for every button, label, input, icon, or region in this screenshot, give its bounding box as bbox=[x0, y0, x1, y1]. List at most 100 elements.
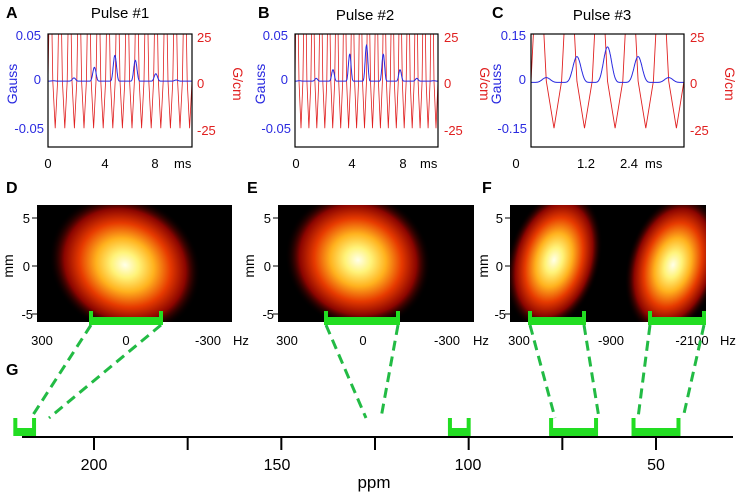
profile-d-heatmap bbox=[49, 205, 201, 322]
panel-c-x-tick-2-4: 2.4 bbox=[620, 156, 638, 171]
profile-e-band-right-cap bbox=[396, 311, 400, 325]
panel-letter-d: D bbox=[6, 180, 18, 197]
panel-c-title: Pulse #3 bbox=[573, 7, 631, 24]
profile-f-band-1-left-cap bbox=[528, 311, 532, 325]
panel-c-gradient-line bbox=[531, 34, 684, 129]
profile-f-band-2-right-cap bbox=[702, 311, 706, 325]
connector-f2-left bbox=[636, 324, 652, 419]
panel-b-left-tick-zero: 0 bbox=[281, 72, 288, 87]
panel-a-x-tick-8: 8 bbox=[151, 156, 158, 171]
profile-f-xtick-300: 300 bbox=[508, 333, 530, 348]
ppm-tick-label-200: 200 bbox=[81, 457, 108, 474]
profile-e-band-left-cap bbox=[324, 311, 328, 325]
ppm-band-2-left-cap bbox=[447, 418, 452, 436]
profile-f-ylabel-m5: -5 bbox=[494, 307, 506, 322]
ppm-tick-label-100: 100 bbox=[455, 457, 482, 474]
profile-d-xtick-300: 300 bbox=[31, 333, 53, 348]
profile-f-ylabel-5: 5 bbox=[496, 211, 503, 226]
profile-f-band-bar-1 bbox=[530, 317, 584, 325]
profile-d-band-left-cap bbox=[89, 311, 93, 325]
profile-d-xtick-0: 0 bbox=[122, 333, 129, 348]
panel-a-title: Pulse #1 bbox=[91, 5, 149, 22]
panel-b-curves bbox=[295, 34, 438, 129]
panel-c-curves bbox=[531, 34, 684, 129]
profile-f-x-unit: Hz bbox=[720, 333, 736, 348]
profile-f-signal-blob-2 bbox=[624, 205, 706, 322]
panel-a-right-tick-top: 25 bbox=[197, 30, 211, 45]
panel-c-left-tick-bottom: -0.15 bbox=[497, 121, 527, 136]
panel-letter-b: B bbox=[258, 5, 270, 22]
panel-a-curves bbox=[48, 34, 192, 129]
profile-f-ylabel-0: 0 bbox=[496, 259, 503, 274]
ppm-band-3 bbox=[551, 428, 597, 436]
profile-f-band-bar-2 bbox=[650, 317, 704, 325]
panel-a-x-unit: ms bbox=[174, 156, 192, 171]
panel-a-left-tick-top: 0.05 bbox=[16, 28, 41, 43]
panel-a-left-tick-zero: 0 bbox=[34, 72, 41, 87]
profile-f-heatmap bbox=[510, 205, 706, 322]
panel-letter-e: E bbox=[247, 180, 258, 197]
panel-b-rf-axis-label: Gauss bbox=[252, 64, 268, 104]
panel-a-left-tick-bottom: -0.05 bbox=[14, 121, 44, 136]
profile-d-ylabel-m5: -5 bbox=[21, 307, 33, 322]
panel-c-left-tick-top: 0.15 bbox=[501, 28, 526, 43]
panel-c-x-tick-1-2: 1.2 bbox=[577, 156, 595, 171]
profile-e-x-unit: Hz bbox=[473, 333, 489, 348]
panel-c-left-tick-zero: 0 bbox=[519, 72, 526, 87]
profile-d-x-unit: Hz bbox=[233, 333, 249, 348]
connector-d-left bbox=[29, 324, 93, 419]
panel-a-x-tick-4: 4 bbox=[101, 156, 108, 171]
panel-a-gradient-axis-label: G/cm bbox=[230, 67, 246, 100]
panel-c-rf-axis-label: Gauss bbox=[488, 64, 504, 104]
panel-c-x-unit: ms bbox=[645, 156, 663, 171]
ppm-tick-label-50: 50 bbox=[647, 457, 665, 474]
connector-d-right bbox=[48, 323, 162, 420]
panel-b-gradient-line bbox=[295, 34, 438, 129]
ppm-band-4-left-cap bbox=[631, 418, 636, 436]
profile-f-signal-blob-1 bbox=[510, 205, 603, 322]
profile-d-ylabel-0: 0 bbox=[23, 259, 30, 274]
panel-a-right-tick-bottom: -25 bbox=[197, 123, 216, 138]
ppm-band-3-right-cap bbox=[594, 418, 599, 436]
profile-f-xtick-m900: -900 bbox=[598, 333, 624, 348]
panel-c-frame bbox=[530, 33, 685, 148]
panel-letter-f: F bbox=[482, 180, 492, 197]
ppm-axis-label: ppm bbox=[357, 473, 390, 492]
profile-e-xtick-m300: -300 bbox=[434, 333, 460, 348]
ppm-band-1 bbox=[15, 428, 35, 436]
panel-letter-g: G bbox=[6, 362, 18, 379]
profile-f-band-1-right-cap bbox=[582, 311, 586, 325]
panel-b-x-unit: ms bbox=[420, 156, 438, 171]
profile-f-ylabel: mm bbox=[475, 254, 491, 277]
panel-b-right-tick-top: 25 bbox=[444, 30, 458, 45]
panel-a-rf-axis-label: Gauss bbox=[4, 64, 20, 104]
panel-b-title: Pulse #2 bbox=[336, 7, 394, 24]
connector-f1-left bbox=[528, 324, 557, 419]
ppm-band-2 bbox=[449, 428, 469, 436]
panel-b-gradient-axis-label: G/cm bbox=[477, 67, 493, 100]
panel-c-right-tick-bottom: -25 bbox=[690, 123, 709, 138]
profile-e-xtick-300: 300 bbox=[276, 333, 298, 348]
ppm-band-3-left-cap bbox=[549, 418, 554, 436]
panel-c-right-tick-zero: 0 bbox=[690, 76, 697, 91]
panel-b-left-tick-bottom: -0.05 bbox=[261, 121, 291, 136]
profile-e-heatmap bbox=[285, 205, 431, 322]
connector-e-left bbox=[324, 324, 368, 419]
panel-b-right-tick-zero: 0 bbox=[444, 76, 451, 91]
panel-a-frame bbox=[47, 33, 193, 148]
connector-e-right bbox=[379, 324, 400, 419]
ppm-band-4-right-cap bbox=[676, 418, 681, 436]
profile-e-band-bar bbox=[326, 317, 398, 325]
profile-f-band-2-left-cap bbox=[648, 311, 652, 325]
profile-d-ylabel: mm bbox=[0, 254, 16, 277]
panel-b-right-tick-bottom: -25 bbox=[444, 123, 463, 138]
panel-c-right-tick-top: 25 bbox=[690, 30, 704, 45]
panel-b-x-tick-8: 8 bbox=[399, 156, 406, 171]
panel-b-left-tick-top: 0.05 bbox=[263, 28, 288, 43]
ppm-axis-ticks bbox=[93, 437, 657, 450]
panel-c-rf-line bbox=[531, 46, 684, 83]
panel-c-gradient-axis-label: G/cm bbox=[722, 67, 738, 100]
panel-b-x-tick-0: 0 bbox=[292, 156, 299, 171]
panel-b-x-tick-4: 4 bbox=[348, 156, 355, 171]
